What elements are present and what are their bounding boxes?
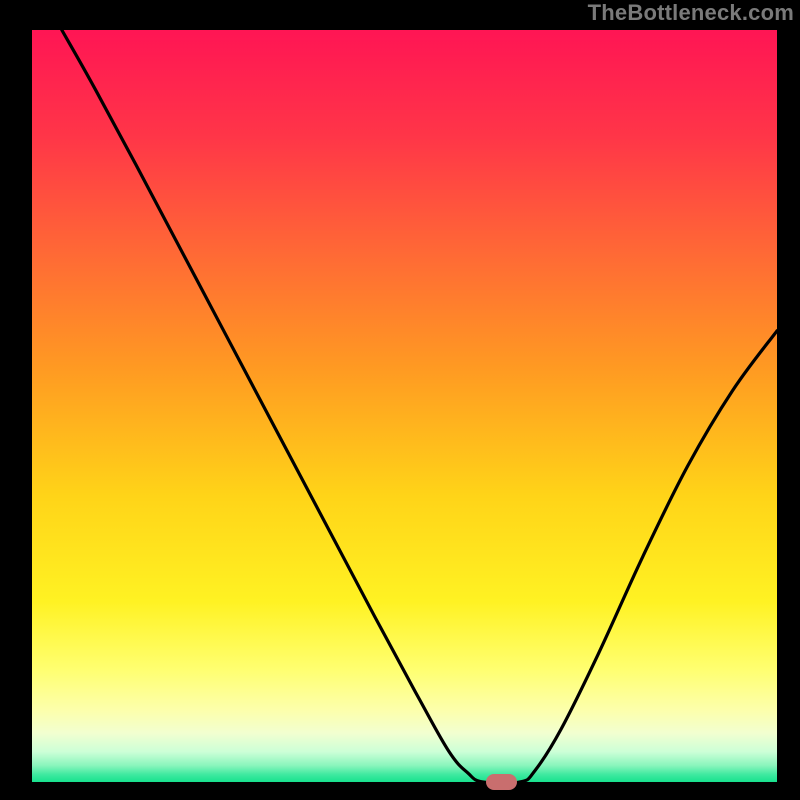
bottleneck-curve (32, 30, 777, 782)
optimal-point-marker (486, 774, 517, 789)
watermark-text: TheBottleneck.com (588, 0, 794, 26)
